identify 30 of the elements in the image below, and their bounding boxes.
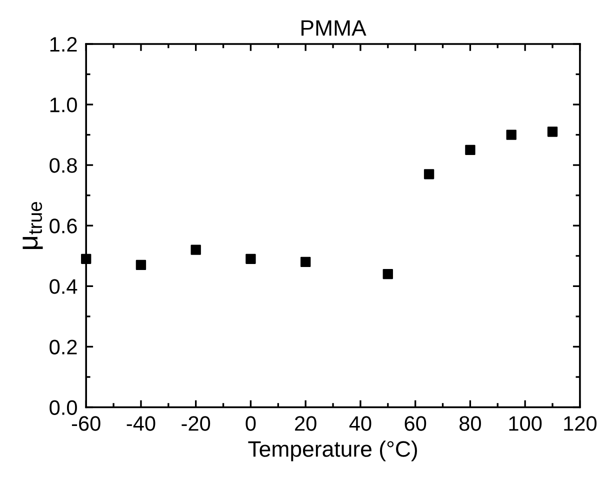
y-tick-label: 0.8 [50, 158, 77, 173]
y-tick-label: 1.2 [50, 36, 77, 52]
y-tick-label: 0.2 [50, 340, 77, 354]
chart-title: PMMA [302, 20, 366, 36]
point [136, 260, 146, 270]
point [547, 126, 558, 137]
point [246, 254, 256, 264]
x-tick-label: 20 [295, 416, 316, 431]
y-tick-label: 0.6 [50, 218, 77, 234]
point [382, 268, 393, 280]
point [300, 256, 311, 268]
y-axis-title: μ$_{true}$ [22, 202, 43, 250]
x-tick-label: 0 [246, 416, 256, 431]
y-tick-label: 1.0 [50, 98, 77, 112]
point [506, 130, 516, 140]
x-tick-label: 80 [460, 416, 481, 431]
x-axis-title: Temperature (°C) [248, 440, 417, 462]
point [465, 144, 476, 156]
point [424, 169, 434, 180]
x-tick-label: -60 [72, 416, 100, 431]
y-tick-label: 0.0 [50, 400, 77, 416]
x-tick-label: -20 [182, 416, 210, 431]
x-tick-label: 60 [404, 416, 426, 431]
x-tick-label: 120 [564, 416, 597, 431]
x-tick-label: 40 [349, 416, 372, 431]
x-tick-label: -40 [126, 416, 156, 431]
y-tick-label: 0.4 [50, 279, 78, 294]
point [81, 254, 92, 264]
x-tick-label: 100 [509, 416, 542, 431]
point [190, 244, 201, 255]
